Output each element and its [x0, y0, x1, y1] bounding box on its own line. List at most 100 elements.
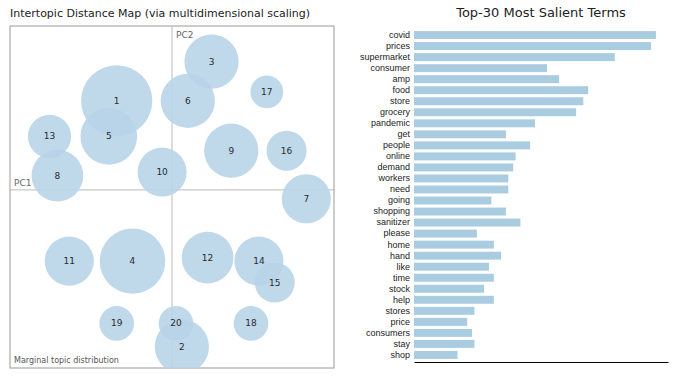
bar	[414, 318, 467, 326]
y-axis-label: PC2	[176, 30, 193, 40]
bubble-label: 20	[170, 318, 182, 328]
x-axis	[415, 362, 669, 363]
y-tick-label: store	[390, 96, 410, 106]
y-tick: workers	[377, 173, 410, 183]
bubble-label: 2	[179, 342, 185, 352]
bar	[414, 351, 458, 359]
bubbles	[28, 35, 331, 368]
bubble	[267, 131, 307, 171]
y-tick: demand	[377, 162, 410, 172]
bubble	[159, 306, 194, 341]
bubble-label: 3	[209, 57, 215, 67]
bubble-label: 12	[202, 253, 213, 263]
y-tick-label: workers	[377, 173, 410, 183]
y-tick: hand	[390, 251, 410, 261]
bubble-label: 7	[303, 194, 309, 204]
y-tick-label: shop	[390, 350, 410, 360]
bar	[414, 241, 494, 249]
bar	[414, 152, 516, 160]
scatter-panel: 1234567891011121314151617181920PC1PC2Mar…	[10, 7, 334, 374]
bubble	[99, 306, 134, 341]
bar-panel: covidpricessupermarketconsumerampfoodsto…	[360, 5, 669, 363]
bubble-label: 5	[106, 131, 112, 141]
bubble-label: 14	[253, 256, 265, 266]
annotation: Marginal topic distribution	[14, 356, 119, 365]
bar	[414, 296, 494, 304]
y-tick-label: get	[397, 129, 410, 139]
y-tick: shopping	[373, 206, 410, 216]
bubble	[80, 108, 137, 165]
y-tick: time	[393, 273, 410, 283]
y-tick-label: pandemic	[371, 118, 411, 128]
bubble-label: 8	[55, 171, 61, 181]
y-tick: food	[392, 85, 410, 95]
bar	[414, 97, 583, 105]
y-tick: people	[383, 140, 410, 150]
bar	[414, 174, 508, 182]
bar	[414, 252, 501, 260]
y-tick: please	[383, 228, 410, 238]
reference-lines	[10, 26, 334, 368]
bar	[414, 307, 474, 315]
plot-frame	[10, 26, 334, 368]
y-tick: sanitizer	[376, 217, 410, 227]
y-tick: going	[388, 195, 410, 205]
bubble-label: 19	[111, 318, 123, 328]
bar	[414, 219, 520, 227]
bubble-label: 17	[261, 87, 272, 97]
y-tick-label: supermarket	[360, 52, 411, 62]
y-tick-label: price	[390, 317, 410, 327]
y-tick: supermarket	[360, 52, 411, 62]
bar	[414, 141, 530, 149]
y-tick: home	[387, 240, 410, 250]
bar	[414, 130, 506, 138]
bar	[414, 186, 508, 194]
bar	[414, 197, 491, 205]
bar	[414, 31, 656, 39]
bar	[414, 75, 559, 83]
bar	[414, 86, 588, 94]
bar	[414, 329, 472, 337]
y-tick: need	[390, 184, 410, 194]
bubble-label: 15	[269, 278, 280, 288]
bubble-label: 16	[281, 146, 293, 156]
y-axis: covidpricessupermarketconsumerampfoodsto…	[360, 30, 411, 360]
bubble	[32, 150, 84, 202]
bar	[414, 274, 494, 282]
y-tick-label: time	[393, 273, 410, 283]
bar	[414, 53, 615, 61]
y-tick: like	[396, 262, 410, 272]
bubble-label: 11	[64, 256, 75, 266]
bubble-label: 1	[114, 96, 120, 106]
bar	[414, 108, 576, 116]
y-tick-label: shopping	[373, 206, 410, 216]
y-tick: consumers	[366, 328, 411, 338]
y-tick: stay	[393, 339, 410, 349]
bar	[414, 208, 506, 216]
y-tick-label: going	[388, 195, 410, 205]
y-tick: shop	[390, 350, 410, 360]
bubble	[45, 237, 94, 286]
x-axis-line	[415, 362, 669, 363]
y-tick: covid	[389, 30, 410, 40]
bubble	[255, 262, 295, 302]
y-tick-label: consumers	[366, 328, 411, 338]
bubble	[28, 115, 71, 158]
bar	[414, 230, 477, 238]
y-tick-label: people	[383, 140, 410, 150]
y-tick-label: amp	[392, 74, 410, 84]
bubble-label: 10	[156, 167, 168, 177]
y-tick-label: help	[393, 295, 410, 305]
y-tick: get	[397, 129, 410, 139]
y-tick-label: hand	[390, 251, 410, 261]
y-tick-label: need	[390, 184, 410, 194]
bars	[414, 31, 656, 359]
y-tick-label: demand	[377, 162, 410, 172]
bubble-labels: 1234567891011121314151617181920	[44, 57, 309, 352]
y-tick: help	[393, 295, 410, 305]
y-tick-label: consumer	[370, 63, 410, 73]
bubble	[161, 74, 215, 128]
bubble-label: 18	[245, 318, 257, 328]
y-tick-label: please	[383, 228, 410, 238]
y-tick-label: covid	[389, 30, 410, 40]
